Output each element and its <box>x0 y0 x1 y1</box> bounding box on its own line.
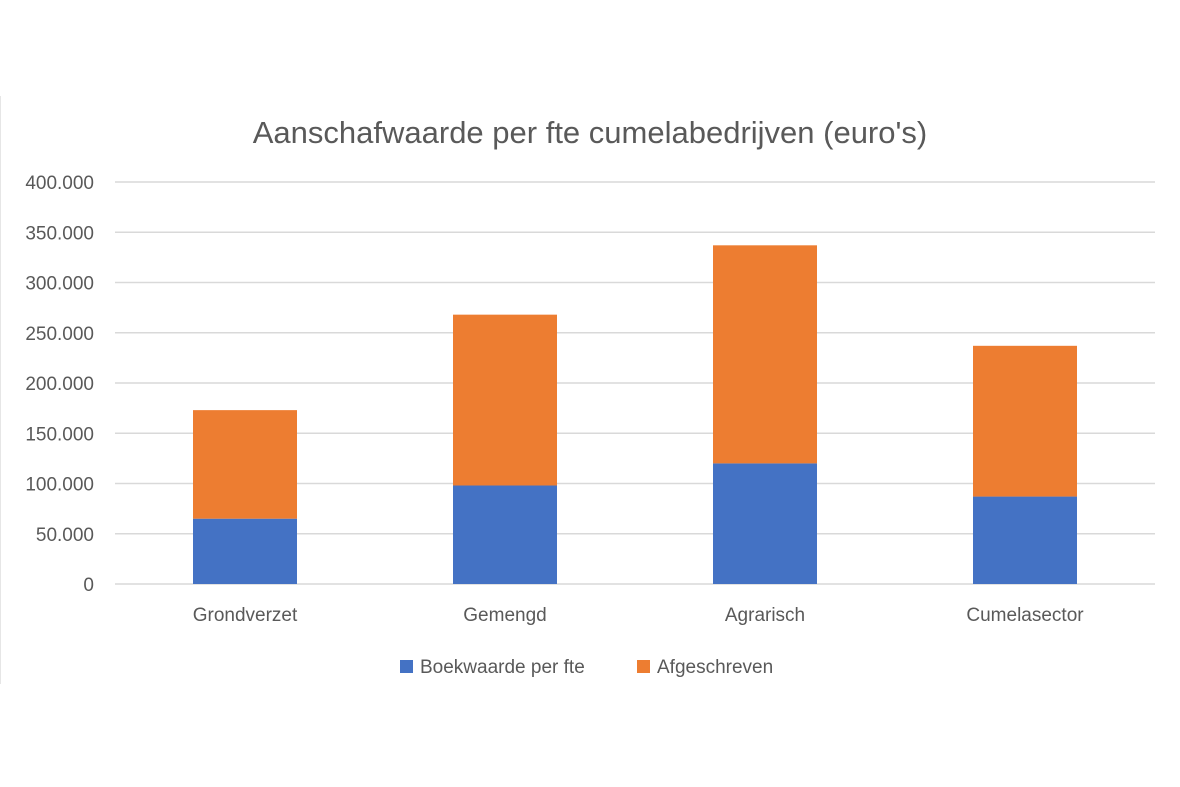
legend: Boekwaarde per fte Afgeschreven <box>400 657 773 678</box>
bar-agrarisch-series-0 <box>713 463 817 584</box>
y-tick-label: 250.000 <box>25 324 94 345</box>
y-tick-label: 0 <box>83 575 94 596</box>
y-tick-label: 50.000 <box>36 525 94 546</box>
bars <box>193 245 1077 584</box>
x-category-label: Agrarisch <box>725 605 805 626</box>
legend-swatch <box>637 660 650 673</box>
bar-cumelasector-series-0 <box>973 496 1077 584</box>
y-tick-label: 350.000 <box>25 223 94 244</box>
bar-gemengd-series-1 <box>453 314 557 486</box>
x-category-label: Grondverzet <box>193 605 298 626</box>
y-tick-label: 150.000 <box>25 424 94 445</box>
legend-label: Boekwaarde per fte <box>420 657 585 678</box>
chart-frame <box>0 96 1180 684</box>
x-axis-category-labels: Grondverzet Gemengd Agrarisch Cumelasector <box>193 605 1085 626</box>
y-tick-label: 400.000 <box>25 173 94 194</box>
x-category-label: Cumelasector <box>966 605 1084 626</box>
bar-grondverzet-series-0 <box>193 518 297 584</box>
x-category-label: Gemengd <box>463 605 546 626</box>
bar-gemengd-series-0 <box>453 485 557 584</box>
legend-label: Afgeschreven <box>657 657 773 678</box>
bar-agrarisch-series-1 <box>713 245 817 464</box>
bar-cumelasector-series-1 <box>973 345 1077 497</box>
y-tick-label: 100.000 <box>25 475 94 496</box>
chart-title: Aanschafwaarde per fte cumelabedrijven (… <box>253 115 928 150</box>
bar-grondverzet-series-1 <box>193 410 297 519</box>
y-tick-label: 200.000 <box>25 374 94 395</box>
y-axis-tick-labels: 0 50.000 100.000 150.000 200.000 250.000 300.0… <box>25 173 94 596</box>
legend-swatch <box>400 660 413 673</box>
y-tick-label: 300.000 <box>25 274 94 295</box>
